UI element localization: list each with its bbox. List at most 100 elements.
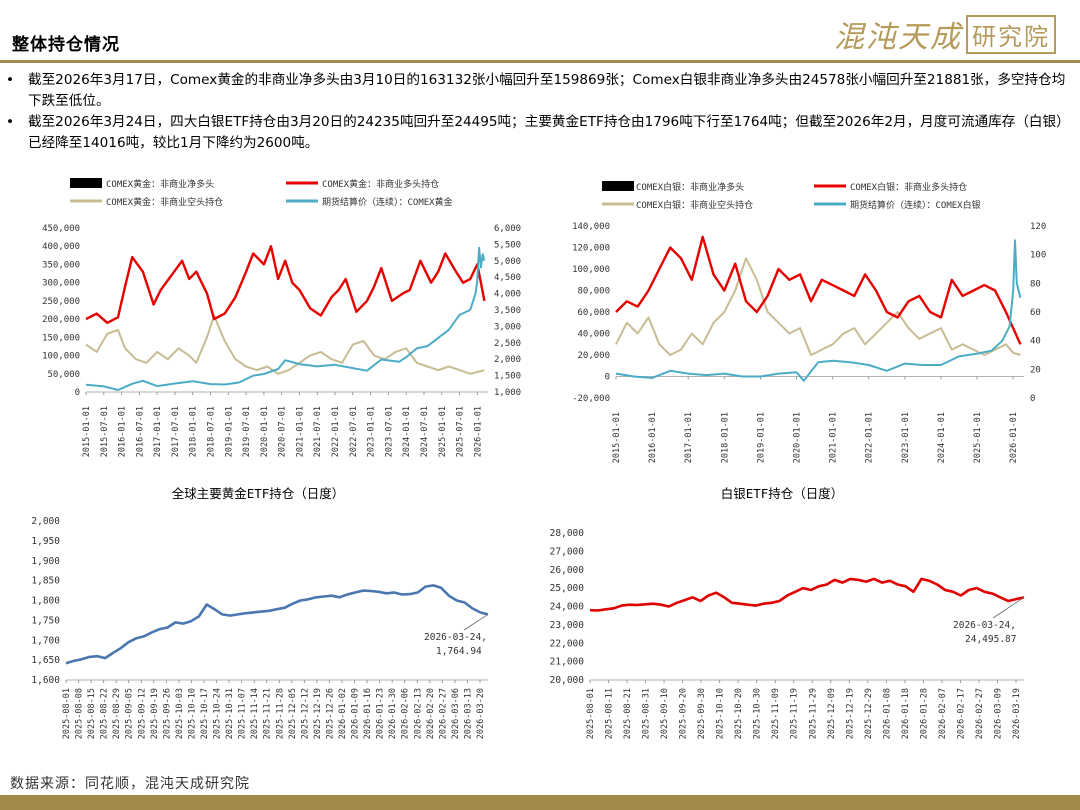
x-tick-label: 2025-08-29 <box>112 688 122 739</box>
x-tick-label: 2026-01-01 <box>1009 412 1019 463</box>
x-tick-label: 2025-11-21 <box>263 688 273 739</box>
gold-etf-chart: 全球主要黄金ETF持仓（日度） 1,600 1,650 1,700 1,750 1,800… <box>31 486 489 739</box>
x-tick-label: 2017-07-01 <box>171 406 181 457</box>
annotation-value: 1,764.94 <box>436 646 482 657</box>
annotation-value: 24,495.87 <box>965 634 1016 645</box>
comex-silver-chart: COMEX白银：非商业净多头 COMEX白银：非商业多头持仓 COMEX白银：非商业… <box>572 181 1046 463</box>
logo: 混沌天成 研究院 <box>834 12 1056 56</box>
x-tick-label: 2025-09-10 <box>660 688 670 739</box>
x-tick-label: 2020-01-01 <box>260 406 270 457</box>
y-left-tick-label: 200,000 <box>42 315 80 325</box>
page-title: 整体持仓情况 <box>12 35 120 55</box>
y-right-tick-label: 4,500 <box>494 273 521 283</box>
bullet-text-gold-silver-positions: 截至2026年3月17日，Comex黄金的非商业净多头由3月10日的163132… <box>28 72 1066 109</box>
x-tick-label: 2018-01-01 <box>720 412 730 463</box>
x-tick-label: 2026-01-08 <box>882 688 892 739</box>
x-tick-label: 2026-01-02 <box>338 688 348 739</box>
y-right-tick-label: 5,500 <box>494 240 521 250</box>
bullet-text-etf-inventory: 截至2026年3月24日，四大白银ETF持仓由3月20日的24235吨回升至24… <box>28 114 1070 151</box>
y-right-tick-label: 1,000 <box>494 388 521 398</box>
x-tick-label: 2018-07-01 <box>207 406 217 457</box>
x-tick-label: 2025-10-03 <box>175 688 185 739</box>
y-left-tick-label: 300,000 <box>42 279 80 289</box>
header-divider <box>0 60 1080 63</box>
annotation-date: 2026-03-24, <box>953 620 1016 631</box>
chart-title: 白银ETF持仓（日度） <box>721 486 844 501</box>
legend-swatch-net-long <box>602 181 634 191</box>
x-tick-label: 2019-01-01 <box>756 412 766 463</box>
bullet-dot: • <box>6 114 15 130</box>
x-tick-label: 2023-01-01 <box>901 412 911 463</box>
series-price-line <box>615 239 1022 382</box>
y-left-tick-label: 140,000 <box>572 222 610 232</box>
x-tick-label: 2019-01-01 <box>224 406 234 457</box>
x-tick-label: 2025-09-05 <box>125 688 135 739</box>
x-tick-label: 2016-01-01 <box>648 412 658 463</box>
y-tick-label: 2,000 <box>31 516 60 527</box>
x-tick-label: 2025-12-12 <box>300 688 310 739</box>
etf-holdings-line <box>65 584 489 665</box>
y-tick-label: 1,800 <box>31 596 60 607</box>
x-tick-label: 2025-12-05 <box>288 688 298 739</box>
y-left-tick-label: 120,000 <box>572 244 610 254</box>
legend-label: COMEX白银：非商业多头持仓 <box>850 181 967 193</box>
x-tick-label: 2025-09-12 <box>137 688 147 739</box>
x-tick-label: 2025-08-01 <box>586 688 596 739</box>
x-tick-label: 2023-01-01 <box>367 406 377 457</box>
x-tick-label: 2025-09-19 <box>150 688 160 739</box>
y-tick-label: 26,000 <box>550 565 585 576</box>
series-short-line <box>615 257 1021 356</box>
x-tick-label: 2023-07-01 <box>384 406 394 457</box>
legend-label: COMEX黄金：非商业空头持仓 <box>106 196 223 208</box>
y-right-tick-label: 3,500 <box>494 306 521 316</box>
y-left-tick-label: 20,000 <box>577 351 610 361</box>
header: 整体持仓情况 混沌天成 研究院 <box>0 0 1080 64</box>
x-tick-label: 2025-07-01 <box>456 406 466 457</box>
silver-etf-chart: 白银ETF持仓（日度） 20,000 21,000 22,000 23,000 24,00… <box>550 486 1025 739</box>
x-tick-label: 2024-01-01 <box>402 406 412 457</box>
y-left-tick-label: 250,000 <box>42 297 80 307</box>
x-tick-label: 2025-08-15 <box>87 688 97 739</box>
x-tick-label: 2024-01-01 <box>937 412 947 463</box>
x-tick-label: 2024-07-01 <box>420 406 430 457</box>
y-left-tick-label: 0 <box>605 373 610 383</box>
x-tick-label: 2025-10-31 <box>225 688 235 739</box>
x-tick-label: 2020-07-01 <box>278 406 288 457</box>
x-tick-label: 2026-03-09 <box>993 688 1003 739</box>
y-right-tick-label: 5,000 <box>494 257 521 267</box>
legend-label: COMEX黄金：非商业多头持仓 <box>322 178 439 190</box>
x-tick-label: 2022-01-01 <box>865 412 875 463</box>
series-long-line <box>615 235 1022 345</box>
x-tick-label: 2026-02-07 <box>938 688 948 739</box>
y-left-tick-label: 0 <box>75 388 80 398</box>
x-tick-label: 2016-01-01 <box>118 406 128 457</box>
x-tick-label: 2025-12-26 <box>325 688 335 739</box>
x-tick-label: 2025-12-19 <box>313 688 323 739</box>
bullet-item: • 截至2026年3月24日，四大白银ETF持仓由3月20日的24235吨回升至… <box>6 112 1072 154</box>
x-tick-label: 2025-08-31 <box>642 688 652 739</box>
y-tick-label: 27,000 <box>550 546 585 557</box>
y-right-tick-label: 1,500 <box>494 372 521 382</box>
y-tick-label: 23,000 <box>550 620 585 631</box>
legend-label: 期货结算价（连续）：COMEX黄金 <box>322 196 453 208</box>
y-tick-label: 24,000 <box>550 602 585 613</box>
y-tick-label: 21,000 <box>550 657 585 668</box>
x-tick-label: 2026-01-30 <box>388 688 398 739</box>
series-long-line <box>85 244 486 325</box>
series-price-line <box>85 246 486 391</box>
summary-bullets: • 截至2026年3月17日，Comex黄金的非商业净多头由3月10日的1631… <box>6 70 1072 154</box>
y-left-tick-label: 100,000 <box>42 352 80 362</box>
legend-label: COMEX白银：非商业空头持仓 <box>636 199 753 211</box>
x-tick-label: 2026-01-01 <box>473 406 483 457</box>
bullet-dot: • <box>6 72 15 88</box>
x-tick-label: 2026-02-20 <box>426 688 436 739</box>
y-tick-label: 1,750 <box>31 615 60 626</box>
y-left-tick-label: 150,000 <box>42 333 80 343</box>
x-tick-label: 2025-10-20 <box>734 688 744 739</box>
x-tick-label: 2015-01-01 <box>82 406 92 457</box>
x-tick-label: 2021-01-01 <box>829 412 839 463</box>
x-tick-label: 2025-01-01 <box>973 412 983 463</box>
y-right-tick-label: 20 <box>1030 365 1041 375</box>
x-tick-label: 2025-11-19 <box>790 688 800 739</box>
x-tick-label: 2025-11-28 <box>275 688 285 739</box>
